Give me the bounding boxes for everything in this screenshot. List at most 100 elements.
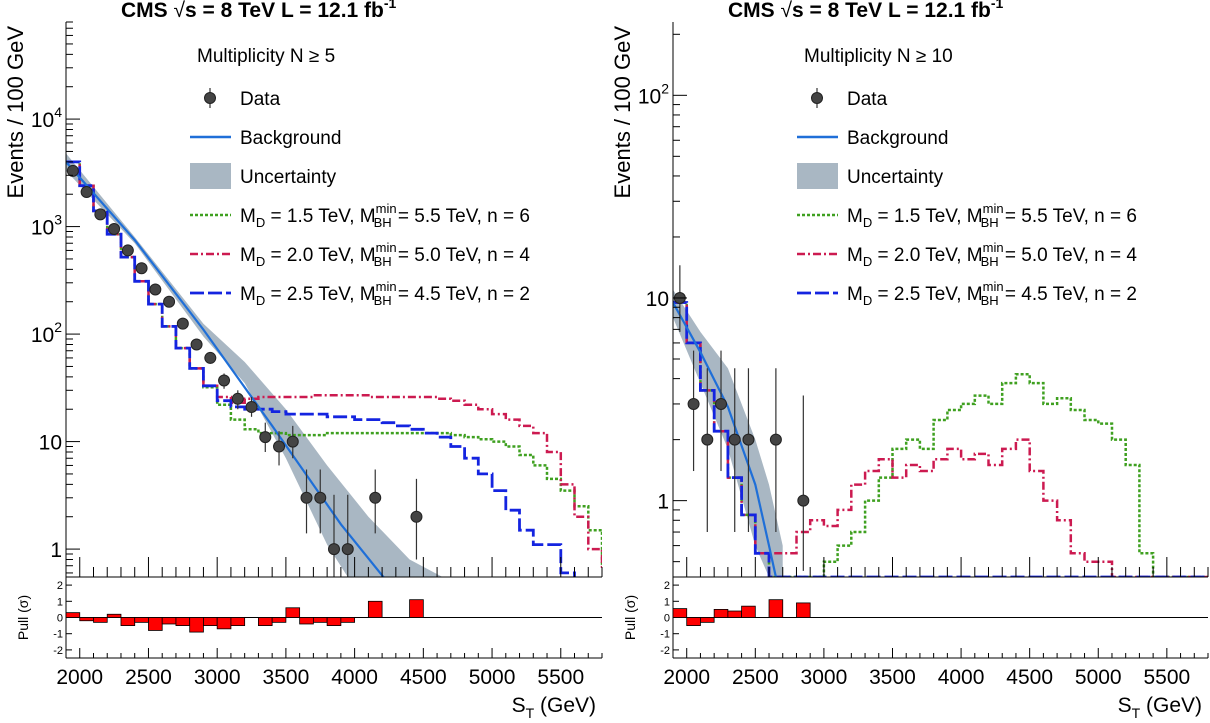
- x-tick-label: 2000: [56, 666, 103, 689]
- x-tick-label: 3500: [869, 666, 916, 689]
- data-point: [742, 433, 755, 446]
- pull-y-tick-label: 0: [664, 613, 670, 625]
- data-point: [204, 351, 217, 364]
- pull-bar: [258, 617, 273, 627]
- data-point: [121, 244, 134, 257]
- x-tick-label: 5500: [1143, 666, 1190, 689]
- pull-bar: [203, 617, 218, 627]
- pull-bar: [409, 599, 424, 618]
- background-fit-line: [673, 301, 777, 577]
- data-point: [328, 543, 340, 556]
- x-tick-label: 5000: [1075, 666, 1122, 689]
- x-tick-label: 3000: [801, 666, 848, 689]
- chart-title: CMS √s = 8 TeV L = 12.1 fb-1: [728, 0, 1004, 22]
- x-tick-label: 4000: [331, 666, 378, 689]
- pull-y-tick-label: 1: [664, 596, 670, 608]
- data-point: [300, 491, 313, 504]
- legend-label-s1: MD = 1.5 TeV, Mmin BH = 5.5 TeV, n = 6: [240, 201, 530, 230]
- y-tick-label: 1: [50, 539, 62, 562]
- pull-axis-label: Pull (σ): [622, 595, 638, 640]
- pull-bar: [700, 617, 715, 623]
- data-point: [687, 397, 700, 410]
- pull-bar: [285, 607, 301, 618]
- pull-bar: [727, 610, 742, 618]
- y-tick-label: 102: [31, 319, 62, 347]
- pull-bar: [312, 617, 328, 623]
- pull-y-tick-label: 2: [664, 580, 670, 592]
- pull-bar: [768, 599, 784, 618]
- legend-label-unc: Uncertainty: [240, 167, 337, 188]
- legend-label-s3: MD = 2.5 TeV, Mmin BH = 4.5 TeV, n = 2: [240, 279, 530, 308]
- pull-bar: [65, 612, 81, 618]
- x-tick-label: 2500: [732, 666, 779, 689]
- pull-bar: [326, 617, 342, 627]
- legend-label-s3: MD = 2.5 TeV, Mmin BH = 4.5 TeV, n = 2: [847, 279, 1137, 308]
- pull-y-tick-label: -1: [53, 629, 63, 641]
- x-tick-label: 4000: [938, 666, 985, 689]
- data-point: [231, 392, 244, 405]
- pull-bar: [134, 617, 149, 623]
- pull-bar: [189, 617, 204, 633]
- data-point: [701, 433, 714, 446]
- pull-bar: [175, 617, 191, 627]
- legend-label-data: Data: [240, 89, 281, 110]
- data-point: [797, 494, 810, 507]
- x-tick-label: 2500: [125, 666, 172, 689]
- pull-bar: [148, 617, 163, 631]
- data-point: [218, 374, 231, 387]
- x-tick-label: 4500: [400, 666, 447, 689]
- data-point: [149, 283, 162, 296]
- pull-bar: [741, 605, 756, 618]
- data-point: [190, 338, 203, 351]
- y-tick-label: 103: [31, 212, 62, 240]
- pull-bar: [340, 617, 356, 623]
- pull-y-tick-label: -2: [660, 645, 670, 657]
- x-axis-label: ST (GeV): [512, 694, 596, 718]
- data-point: [80, 185, 93, 198]
- y-tick-label: 102: [638, 80, 669, 108]
- pull-bar: [93, 617, 108, 623]
- legend-data-marker: [811, 92, 823, 104]
- legend-label-s1: MD = 1.5 TeV, Mmin BH = 5.5 TeV, n = 6: [847, 201, 1137, 230]
- pull-bar: [796, 602, 811, 618]
- data-point: [286, 435, 299, 448]
- data-point: [769, 433, 782, 446]
- legend-label-unc: Uncertainty: [847, 167, 944, 188]
- legend-uncertainty-swatch: [797, 163, 838, 189]
- pull-y-tick-label: 1: [57, 596, 63, 608]
- legend-label-data: Data: [847, 89, 888, 110]
- x-tick-label: 5500: [537, 666, 584, 689]
- pull-bar: [367, 600, 383, 618]
- multiplicity-label: Multiplicity N ≥ 10: [804, 46, 953, 67]
- pull-bar: [120, 617, 136, 627]
- data-point: [369, 491, 382, 504]
- pull-bar: [672, 608, 688, 618]
- pull-bar: [713, 609, 729, 618]
- data-point: [66, 164, 79, 177]
- pull-bar: [216, 617, 232, 630]
- data-point: [135, 262, 148, 275]
- legend-label-s2: MD = 2.0 TeV, Mmin BH = 5.0 TeV, n = 4: [240, 240, 530, 269]
- y-tick-label: 104: [31, 104, 62, 132]
- multiplicity-label: Multiplicity N ≥ 5: [197, 46, 335, 67]
- y-tick-label: 1: [657, 491, 669, 514]
- pull-y-tick-label: 2: [57, 580, 63, 592]
- pull-y-tick-label: 0: [57, 613, 63, 625]
- pull-bar: [79, 617, 94, 622]
- data-point: [728, 433, 741, 446]
- x-tick-label: 5000: [469, 666, 516, 689]
- data-point: [341, 543, 354, 556]
- pull-bar: [230, 617, 246, 627]
- x-tick-label: 3000: [194, 666, 241, 689]
- data-point: [715, 397, 728, 410]
- legend-uncertainty-swatch: [190, 163, 231, 189]
- data-point: [245, 400, 258, 413]
- data-point: [259, 431, 272, 444]
- legend-label-bkg: Background: [240, 128, 341, 149]
- data-point: [176, 317, 189, 330]
- y-tick-label: 10: [646, 288, 669, 311]
- pull-bar: [299, 617, 314, 625]
